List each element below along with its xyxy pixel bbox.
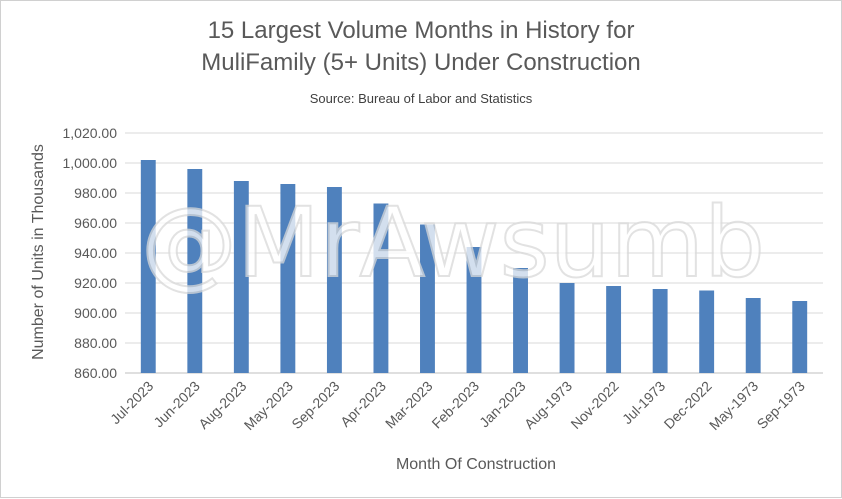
x-tick-label: May-1973 [706, 378, 761, 433]
x-tick-label: Feb-2023 [428, 378, 482, 432]
bar [233, 181, 249, 373]
y-tick-label: 880.00 [74, 335, 117, 351]
bar [699, 290, 715, 373]
bar [326, 187, 342, 373]
bar [466, 247, 482, 373]
x-tick-label: Mar-2023 [382, 378, 436, 432]
y-axis-title: Number of Units in Thousands [30, 144, 47, 360]
bar [420, 224, 435, 373]
x-tick-label: Sep-1973 [754, 378, 808, 432]
y-tick-label: 920.00 [74, 275, 117, 291]
y-tick-label: 860.00 [74, 365, 117, 381]
y-axis-ticks: 860.00 880.00 900.00 920.00 940.00 960.00 980.… [63, 125, 118, 381]
y-tick-label: 940.00 [74, 245, 117, 261]
chart-title-line-1: 15 Largest Volume Months in History for [207, 17, 635, 44]
chart-title: 15 Largest Volume Months in History for … [1, 15, 841, 79]
bar [745, 298, 761, 373]
y-tick-label: 980.00 [74, 185, 117, 201]
y-tick-label: 900.00 [74, 305, 117, 321]
bar [187, 169, 203, 373]
x-tick-label: Jun-2023 [150, 378, 203, 431]
y-tick-label: 1,020.00 [63, 125, 118, 141]
bar [280, 184, 296, 373]
x-tick-label: Nov-2022 [567, 378, 621, 432]
bar [140, 160, 156, 373]
x-tick-label: Aug-1973 [521, 378, 575, 432]
chart-subtitle: Source: Bureau of Labor and Statistics [309, 91, 533, 106]
y-tick-label: 1,000.00 [63, 155, 118, 171]
y-tick-label: 960.00 [74, 215, 117, 231]
x-tick-label: Jul-2023 [107, 378, 156, 427]
x-tick-label: Sep-2023 [288, 378, 342, 432]
x-tick-label: Apr-2023 [337, 378, 389, 430]
bar [606, 286, 622, 373]
bar [559, 283, 575, 373]
x-axis-title: Month Of Construction [396, 456, 556, 473]
bar [792, 301, 808, 373]
x-axis-ticks: Jul-2023Jun-2023Aug-2023May-2023Sep-2023… [107, 378, 808, 433]
bar [373, 203, 389, 373]
x-tick-label: May-2023 [241, 378, 296, 433]
x-tick-label: Jan-2023 [476, 378, 529, 431]
chart-title-line-2: MuliFamily (5+ Units) Under Construction [201, 49, 641, 76]
bar [652, 289, 668, 373]
bars [140, 160, 808, 373]
watermark: @MrAwsumb [141, 187, 765, 299]
bar [513, 268, 528, 373]
